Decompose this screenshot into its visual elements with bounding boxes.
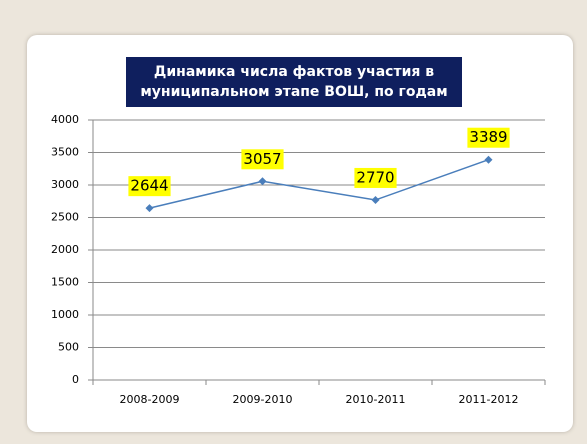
data-label-bg [467,127,510,148]
x-tick-label: 2009-2010 [233,393,293,406]
chart-title: Динамика числа фактов участия в муниципа… [126,57,462,107]
point-marker [484,155,493,164]
data-label: 2644 [130,177,168,195]
point-marker [371,195,380,204]
data-label: 3389 [469,128,507,146]
y-tick-label: 4000 [51,113,79,126]
y-tick-label: 0 [72,373,79,386]
data-label-bg [128,176,171,197]
x-tick-label: 2010-2011 [346,393,406,406]
y-tick-label: 2000 [51,243,79,256]
y-tick-label: 500 [58,341,79,354]
y-tick-label: 1000 [51,308,79,321]
y-tick-label: 3500 [51,146,79,159]
data-label: 3057 [243,150,281,168]
point-marker [258,177,267,186]
data-label-bg [354,167,397,188]
data-label-bg [241,149,284,170]
point-marker [145,204,154,213]
x-tick-label: 2008-2009 [120,393,180,406]
series-line [149,159,489,209]
y-tick-label: 2500 [51,211,79,224]
y-tick-label: 3000 [51,178,79,191]
data-label: 2770 [356,168,394,186]
x-tick-label: 2011-2012 [459,393,519,406]
y-tick-label: 1500 [51,276,79,289]
